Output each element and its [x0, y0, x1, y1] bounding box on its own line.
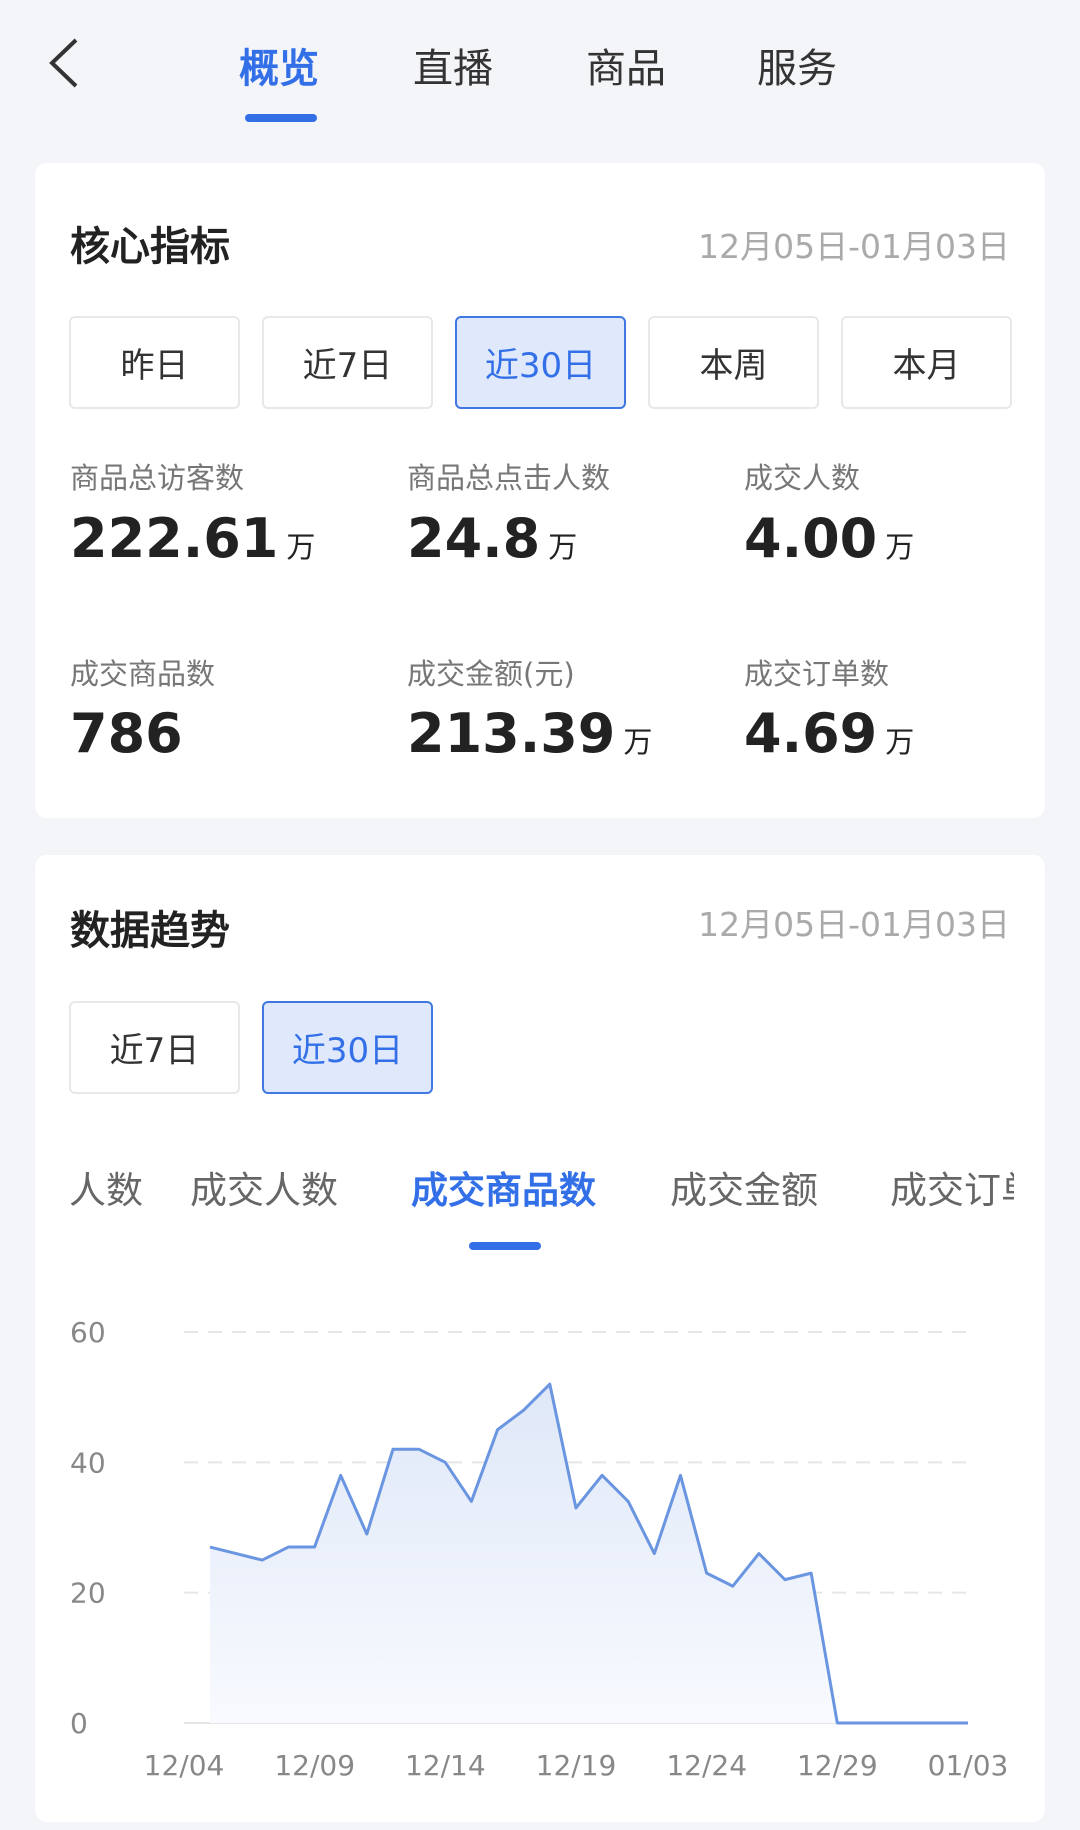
metric-tabs[interactable]: 击人数 成交人数 成交商品数 成交金额 成交订单数	[70, 1160, 1014, 1224]
metric-label: 成交订单数	[744, 657, 890, 691]
metric-number: 786	[70, 702, 183, 765]
tab-live[interactable]: 直播	[413, 46, 493, 92]
x-tick-label: 01/03	[928, 1749, 1009, 1782]
area-fill	[210, 1384, 968, 1723]
active-tab-indicator	[245, 114, 317, 122]
trend-period-30d[interactable]: 近30日	[262, 1001, 433, 1094]
metric-tab-clicks[interactable]: 击人数	[70, 1169, 143, 1212]
core-metrics-card	[35, 163, 1045, 818]
metric-unit: 万	[548, 530, 578, 564]
metric-number: 24.8	[407, 507, 541, 570]
period-30d[interactable]: 近30日	[455, 316, 626, 409]
metric-tab-indicator	[469, 1242, 541, 1250]
x-tick-label: 12/19	[536, 1749, 617, 1782]
metric-label: 商品总点击人数	[407, 461, 611, 495]
metric-unit: 万	[885, 530, 915, 564]
metric-label: 成交商品数	[70, 657, 216, 691]
metric-value: 24.8 万	[407, 507, 577, 570]
metric-number: 4.00	[744, 507, 878, 570]
metric-unit: 万	[885, 725, 915, 759]
period-7d[interactable]: 近7日	[262, 316, 433, 409]
metric-tab-buyers[interactable]: 成交人数	[190, 1169, 338, 1212]
metric-value: 4.00 万	[744, 507, 914, 570]
trend-period-7d[interactable]: 近7日	[69, 1001, 240, 1094]
x-tick-label: 12/14	[405, 1749, 486, 1782]
x-tick-label: 12/29	[797, 1749, 878, 1782]
metric-label: 商品总访客数	[70, 461, 245, 495]
y-tick-label: 0	[70, 1707, 88, 1740]
core-date-range: 12月05日-01月03日	[698, 227, 1010, 266]
metric-label: 成交人数	[744, 461, 861, 495]
period-yesterday[interactable]: 昨日	[69, 316, 240, 409]
y-tick-label: 40	[70, 1446, 106, 1479]
trend-chart: 0 20 40 60 12/04 12/09 12/14 12/19 12/24 12/29 01/…	[70, 1316, 1009, 1782]
period-this-month[interactable]: 本月	[841, 316, 1012, 409]
metric-value: 786	[70, 702, 191, 765]
metric-unit: 万	[623, 725, 653, 759]
core-metrics-title: 核心指标	[70, 224, 230, 270]
y-tick-label: 60	[70, 1316, 106, 1349]
metric-tab-amount[interactable]: 成交金额	[670, 1169, 818, 1212]
x-tick-label: 12/09	[274, 1749, 355, 1782]
tab-overview[interactable]: 概览	[239, 46, 319, 92]
metric-label: 成交金额(元)	[407, 657, 575, 691]
metric-value: 222.61 万	[70, 507, 315, 570]
metric-value: 4.69 万	[744, 702, 914, 765]
metric-number: 4.69	[744, 702, 878, 765]
metric-unit: 万	[286, 530, 316, 564]
metric-number: 213.39	[407, 702, 616, 765]
trend-date-range: 12月05日-01月03日	[698, 905, 1010, 944]
tab-products[interactable]: 商品	[586, 46, 666, 92]
metric-tab-items-sold[interactable]: 成交商品数	[411, 1169, 596, 1212]
series-line	[209, 1382, 968, 1725]
metric-value: 213.39 万	[407, 702, 652, 765]
x-tick-label: 12/24	[666, 1749, 747, 1782]
back-arrow-icon[interactable]	[44, 36, 84, 90]
tab-service[interactable]: 服务	[757, 46, 837, 92]
trend-title: 数据趋势	[70, 908, 230, 954]
y-tick-label: 20	[70, 1577, 106, 1610]
metric-tab-orders[interactable]: 成交订单数	[890, 1169, 1014, 1212]
x-tick-label: 12/04	[144, 1749, 225, 1782]
metric-number: 222.61	[70, 507, 279, 570]
period-this-week[interactable]: 本周	[648, 316, 819, 409]
